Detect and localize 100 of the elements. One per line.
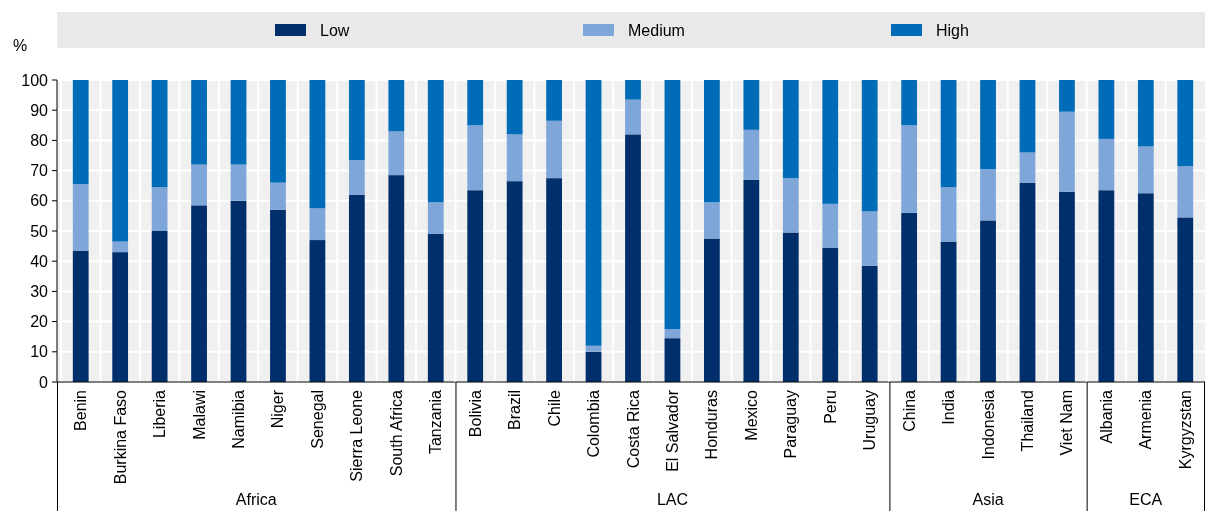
bar <box>940 80 957 188</box>
bar <box>743 179 760 382</box>
bar <box>546 80 562 121</box>
bar <box>506 134 523 182</box>
bar <box>743 80 760 130</box>
bar <box>427 80 444 203</box>
bar <box>348 194 365 382</box>
bar <box>901 212 918 382</box>
x-tick-label: India <box>940 389 958 425</box>
bar <box>980 169 996 221</box>
bar <box>1059 111 1075 192</box>
x-tick-label: Costa Rica <box>624 389 642 469</box>
bar <box>743 129 760 180</box>
bar <box>388 131 405 176</box>
x-tick-label: Albania <box>1097 389 1115 444</box>
bar <box>1059 80 1075 112</box>
bar <box>191 80 207 165</box>
bar <box>72 250 89 382</box>
bar <box>151 187 168 231</box>
bar <box>940 187 957 242</box>
bar <box>72 80 89 185</box>
bar <box>861 80 878 212</box>
x-tick-label: Senegal <box>308 390 326 449</box>
bar <box>980 220 996 382</box>
x-tick-label: Mexico <box>742 389 760 441</box>
bar <box>625 134 641 382</box>
bar <box>585 345 602 352</box>
legend-label: High <box>936 21 969 39</box>
bar <box>625 80 641 100</box>
x-tick-label: Armenia <box>1137 389 1155 450</box>
bar <box>388 80 405 132</box>
bar <box>1059 191 1075 382</box>
x-tick-label: China <box>900 389 918 432</box>
bar <box>348 80 365 161</box>
bar <box>467 80 484 126</box>
x-axis-title: LAC <box>656 491 689 508</box>
x-tick-label: Viet Nam <box>1058 390 1076 456</box>
y-tick-label: 60 <box>30 192 49 210</box>
y-tick-label: 20 <box>30 313 49 331</box>
y-tick-label: 0 <box>39 373 49 391</box>
bar <box>1137 193 1154 382</box>
x-tick-label: Namibia <box>230 389 248 449</box>
bar <box>388 175 405 382</box>
bar <box>704 238 720 382</box>
bar <box>861 265 878 382</box>
y-tick-label: 80 <box>30 131 49 149</box>
bar <box>940 241 957 382</box>
bar <box>112 252 129 382</box>
y-tick-label: 70 <box>30 162 49 180</box>
bar <box>782 232 799 382</box>
bar <box>822 203 839 248</box>
bar <box>1177 166 1194 218</box>
bar <box>467 190 484 382</box>
bar <box>901 125 918 213</box>
x-tick-label: Kyrgyzstan <box>1176 390 1194 470</box>
bar <box>191 205 207 382</box>
bar <box>467 125 484 191</box>
x-tick-label: Colombia <box>585 389 603 458</box>
x-tick-label: Indonesia <box>979 389 997 460</box>
bar <box>1019 182 1036 382</box>
bar <box>704 80 720 203</box>
bar <box>270 209 286 382</box>
bar <box>585 80 602 346</box>
bar <box>901 80 918 126</box>
x-tick-label: Peru <box>821 390 839 424</box>
bar <box>822 247 839 382</box>
legend-label: Low <box>320 21 350 39</box>
bar <box>506 181 523 382</box>
bar <box>309 208 326 241</box>
x-tick-label: Thailand <box>1018 390 1036 452</box>
bar <box>506 80 523 135</box>
bar <box>309 240 326 382</box>
x-axis-title: Africa <box>235 491 277 508</box>
legend-label: Medium <box>628 21 685 39</box>
x-tick-label: South Africa <box>387 389 405 477</box>
x-tick-label: Chile <box>545 389 563 427</box>
bar <box>230 164 247 201</box>
y-tick-label: 50 <box>30 222 49 240</box>
bar <box>427 202 444 235</box>
bar <box>625 99 641 135</box>
bar <box>112 80 129 242</box>
bar <box>112 241 129 253</box>
bar <box>664 338 681 382</box>
bar <box>664 80 681 330</box>
x-tick-label: Burkina Faso <box>111 389 129 485</box>
x-axis-title: Asia <box>972 491 1004 508</box>
bar <box>1019 80 1036 153</box>
x-tick-label: Sierra Leone <box>348 389 366 482</box>
bar <box>151 231 168 382</box>
bar <box>270 182 286 210</box>
bar <box>1137 146 1154 194</box>
y-tick-label: 10 <box>30 343 49 361</box>
x-tick-label: Honduras <box>703 390 721 460</box>
y-tick-label: 30 <box>30 282 49 300</box>
x-tick-label: Niger <box>269 389 287 429</box>
bar <box>1098 80 1115 139</box>
bar <box>1098 190 1115 382</box>
bar <box>1019 152 1036 183</box>
bar <box>822 80 839 204</box>
bar <box>546 120 562 179</box>
